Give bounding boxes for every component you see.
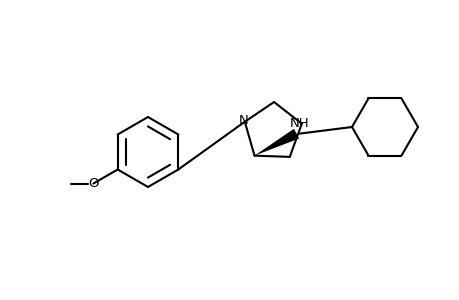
Text: NH: NH <box>289 117 308 130</box>
Polygon shape <box>254 129 298 156</box>
Text: N: N <box>238 114 248 127</box>
Text: O: O <box>88 177 99 190</box>
